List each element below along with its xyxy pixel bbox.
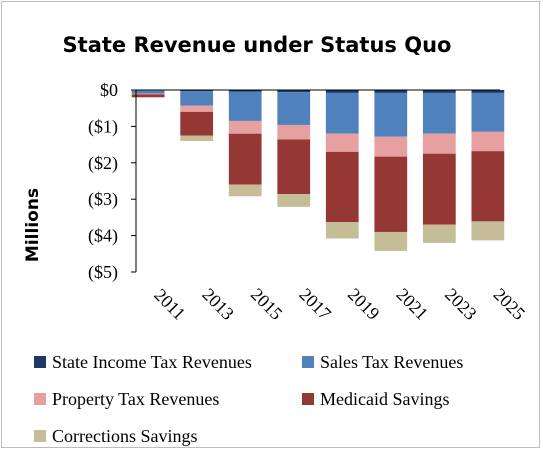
bar-segment (471, 92, 505, 132)
y-tick-label: ($1) (88, 116, 118, 137)
x-tick-label: 2025 (490, 284, 530, 324)
x-tick-label: 2011 (150, 285, 189, 324)
bar-segment (374, 90, 408, 93)
bar-segment (277, 194, 311, 207)
bar-segment (228, 120, 262, 134)
bar-segment (374, 92, 408, 137)
bar-segment (325, 92, 359, 134)
bar-segment (180, 105, 214, 112)
bar-segment (325, 151, 359, 223)
bar-segment (422, 224, 456, 243)
legend-label: Sales Tax Revenues (320, 352, 463, 372)
legend-swatch (34, 430, 46, 442)
legend-label: Property Tax Revenues (52, 389, 219, 409)
y-tick-label: ($3) (88, 189, 118, 210)
bar-segment (471, 90, 505, 93)
bar-segment (180, 90, 214, 92)
bar-segment (131, 94, 165, 98)
x-tick-label: 2021 (393, 284, 433, 324)
bar-segment (374, 231, 408, 251)
bar-segment (277, 90, 311, 93)
bar-segment (180, 91, 214, 106)
bar-segment (277, 124, 311, 140)
y-axis-ticks: $0 ($1) ($2) ($3) ($4) ($5) (88, 80, 136, 283)
bar-segment (422, 153, 456, 225)
bar-segment (471, 221, 505, 241)
legend-label: Medicaid Savings (320, 389, 449, 409)
bar-segment (228, 133, 262, 185)
bar-segment (374, 156, 408, 232)
bar-segment (131, 90, 165, 94)
y-tick-label: $0 (100, 80, 118, 100)
x-axis-ticks: 2011 2013 2015 2017 2019 2021 2023 2025 (150, 284, 529, 324)
legend-swatch (34, 356, 46, 368)
chart-title: State Revenue under Status Quo (63, 33, 452, 57)
y-axis-label: Millions (23, 188, 43, 262)
bar-segment (471, 131, 505, 152)
legend-swatch (302, 393, 314, 405)
bar-segment (180, 111, 214, 136)
x-tick-label: 2013 (198, 284, 238, 324)
x-tick-label: 2023 (441, 284, 481, 324)
legend-swatch (34, 393, 46, 405)
bar-segment (228, 91, 262, 121)
y-tick-label: ($5) (88, 262, 118, 283)
x-tick-label: 2017 (295, 284, 335, 324)
bar-segment (422, 92, 456, 134)
bar-segment (277, 92, 311, 125)
x-tick-label: 2015 (247, 284, 287, 324)
bar-segment (180, 135, 214, 141)
bar-segment (374, 136, 408, 157)
bars (131, 90, 505, 251)
bar-segment (471, 151, 505, 222)
bar-segment (228, 184, 262, 197)
bar-segment (325, 90, 359, 93)
bar-segment (422, 90, 456, 93)
bar-segment (131, 93, 165, 95)
y-tick-label: ($2) (88, 153, 118, 174)
legend-swatch (302, 356, 314, 368)
x-tick-label: 2019 (344, 284, 384, 324)
bar-segment (325, 222, 359, 239)
y-tick-label: ($4) (88, 226, 118, 247)
legend-label: Corrections Savings (52, 426, 198, 446)
bar-segment (422, 133, 456, 154)
axes (135, 89, 500, 272)
bar-segment (228, 90, 262, 92)
bar-segment (277, 139, 311, 195)
bar-segment (325, 133, 359, 152)
legend-label: State Income Tax Revenues (52, 352, 252, 372)
legend: State Income Tax Revenues Sales Tax Reven… (34, 352, 463, 446)
